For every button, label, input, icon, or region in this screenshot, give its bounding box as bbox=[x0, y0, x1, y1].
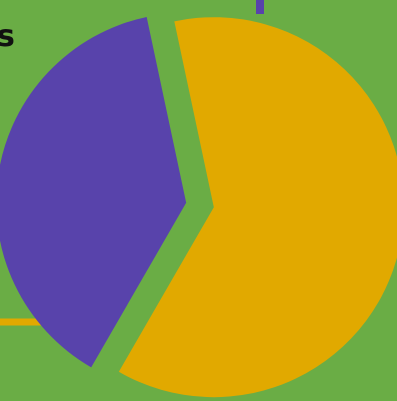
cropped-label-fragment: s bbox=[0, 19, 15, 54]
pie-slice-1 bbox=[0, 16, 187, 368]
pie-slice-2 bbox=[118, 17, 397, 398]
pie-slices bbox=[0, 16, 397, 398]
